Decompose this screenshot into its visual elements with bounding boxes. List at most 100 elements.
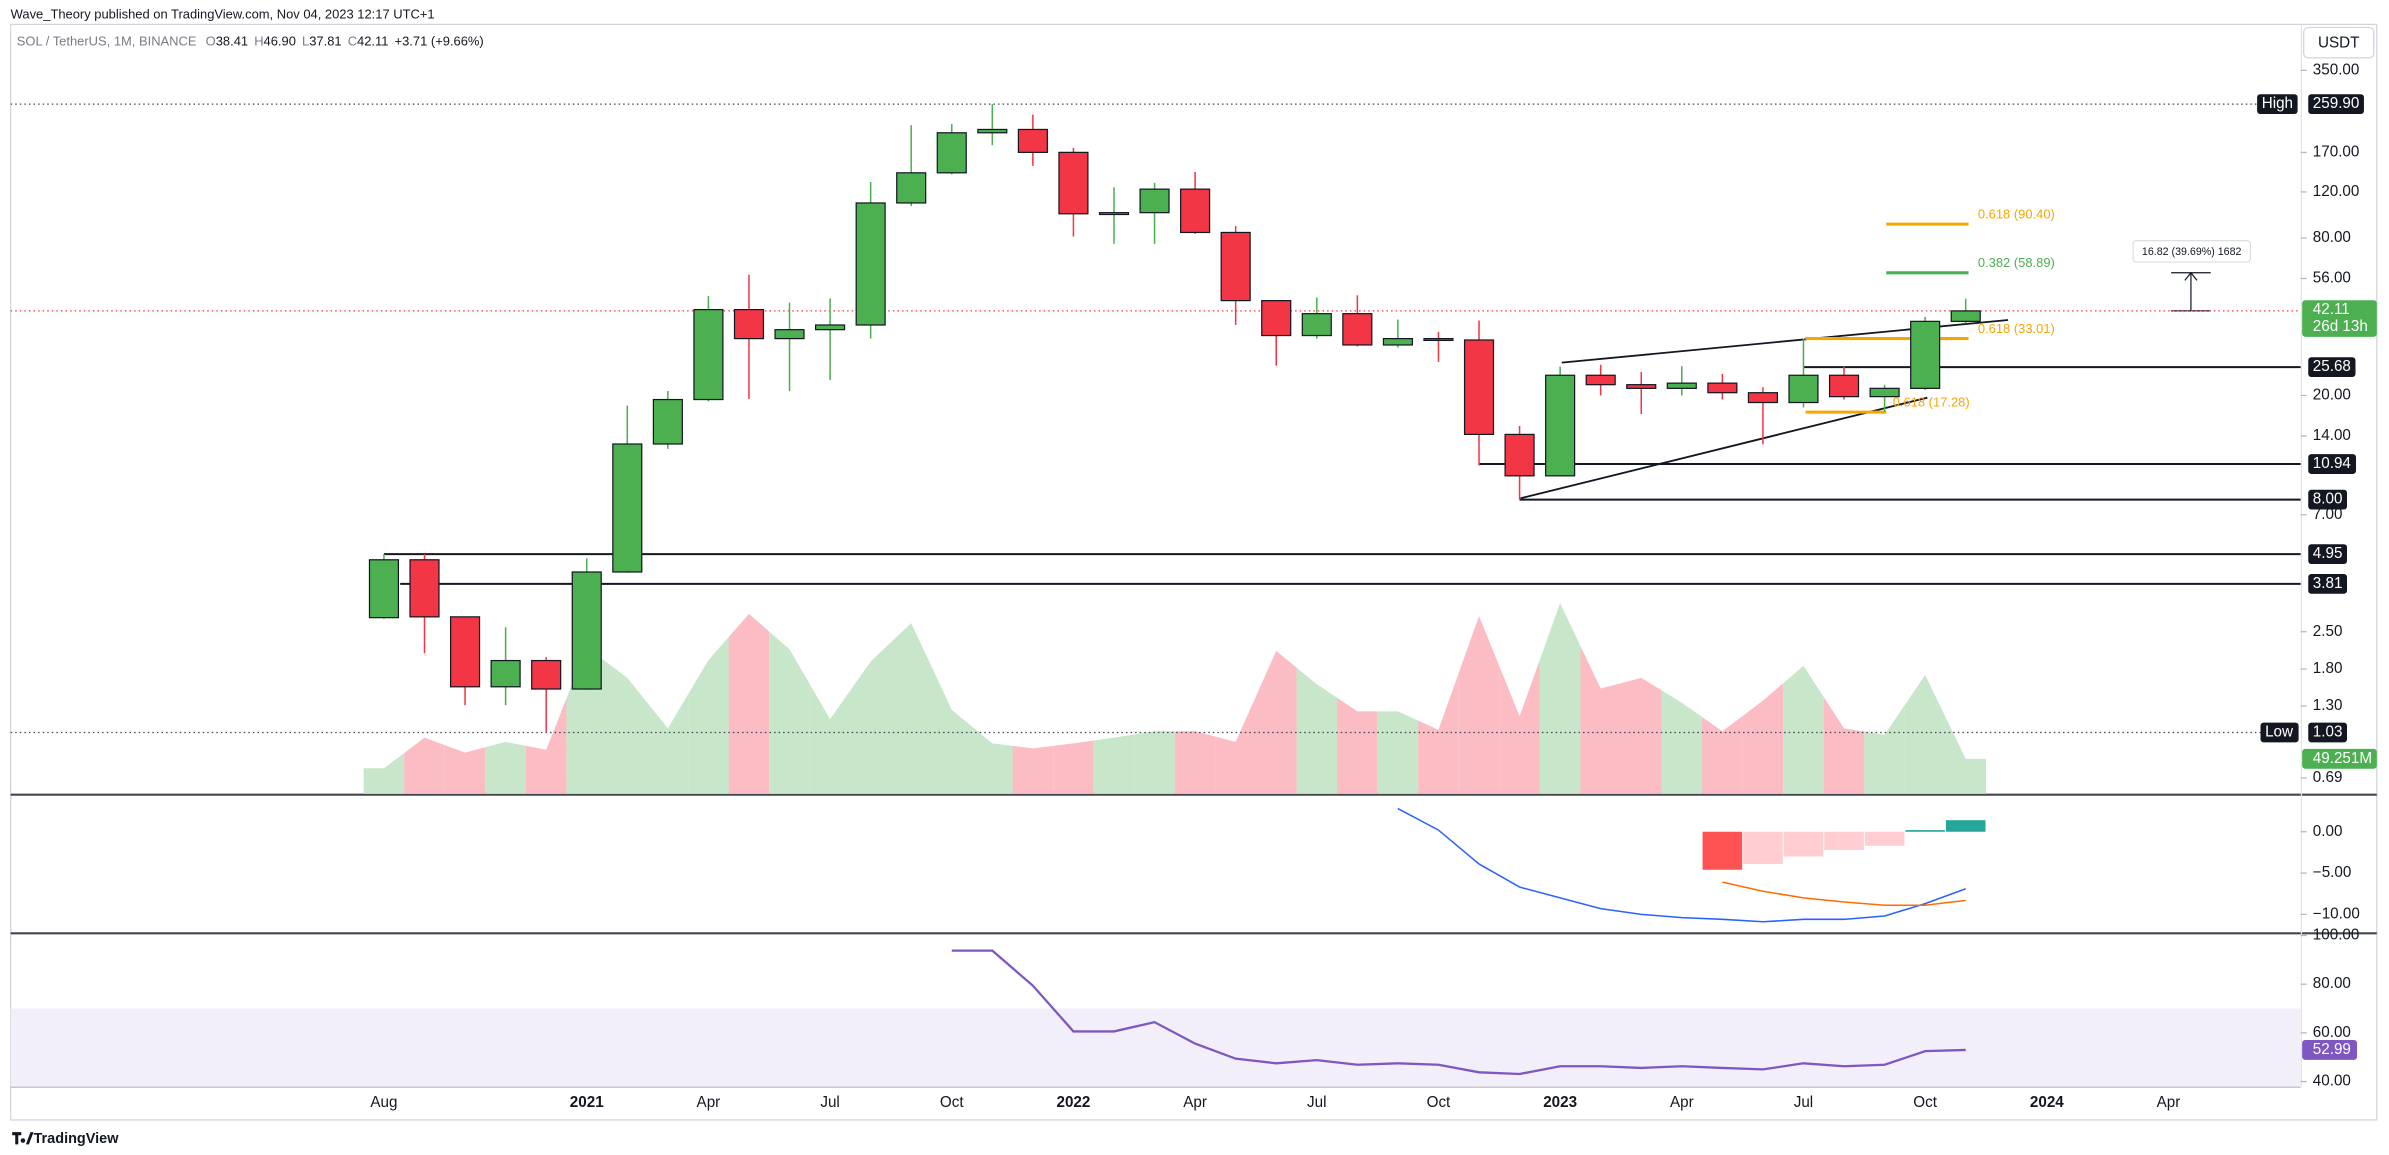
candle-body — [1139, 188, 1170, 214]
macd-line — [1722, 881, 1966, 907]
countdown-label: 26d 13h — [2313, 318, 2368, 335]
y-tick-label: 170.00 — [2313, 143, 2360, 160]
last-price-label: 42.11 — [2313, 301, 2350, 318]
volume-area — [1377, 711, 1419, 794]
candle-body — [1707, 382, 1738, 394]
ohlc-value: 46.90 — [264, 34, 296, 49]
macd-histogram-bar — [1783, 831, 1824, 857]
candle-body — [1869, 387, 1900, 398]
volume-area — [1337, 697, 1378, 794]
currency-label[interactable]: USDT — [2318, 34, 2359, 51]
currency-button[interactable] — [2303, 26, 2375, 59]
x-tick-label: Apr — [1670, 1094, 1694, 1111]
ohlc-value: 42.11 — [357, 34, 388, 49]
volume-area — [1458, 615, 1500, 794]
candle-body — [1220, 231, 1251, 302]
candle-body — [1098, 212, 1130, 216]
volume-area — [1742, 683, 1784, 794]
rsi-band — [10, 1008, 2301, 1087]
y-tick-label: 1.30 — [2313, 697, 2343, 714]
macd-histogram-bar — [1824, 831, 1864, 850]
brand: TradingView — [34, 1131, 120, 1147]
rsi-value-label: 52.99 — [2313, 1041, 2351, 1058]
volume-area — [363, 752, 405, 794]
fib-label: 0.382 (58.89) — [1978, 255, 2055, 270]
candle-body — [612, 443, 643, 573]
y-tick-label: 350.00 — [2313, 61, 2360, 78]
ohlc-key: L — [302, 34, 309, 49]
volume-area — [1823, 697, 1865, 794]
macd-histogram-bar — [1743, 831, 1783, 864]
volume-area — [485, 741, 526, 794]
volume-area — [850, 642, 891, 794]
candle-body — [1017, 128, 1048, 153]
macd-histogram-bar — [1864, 831, 1905, 846]
y-tick-label: −10.00 — [2313, 905, 2360, 922]
volume-label: 49.251M — [2313, 750, 2372, 767]
x-tick-label: Oct — [1427, 1094, 1451, 1111]
published-line: Wave_Theory published on TradingView.com… — [11, 7, 435, 22]
fib-label: 0.618 (17.28) — [1893, 394, 1970, 409]
x-tick-label: Oct — [940, 1094, 964, 1111]
volume-area — [688, 636, 729, 794]
x-tick-label: Jul — [820, 1094, 839, 1111]
high-tag-box — [2257, 94, 2298, 115]
volume-area — [931, 666, 973, 794]
candle-body — [936, 132, 967, 174]
candle-body — [977, 128, 1008, 134]
y-tick-label: 100.00 — [2313, 927, 2360, 944]
low-value: 1.03 — [2313, 723, 2343, 740]
candle-body — [1666, 382, 1697, 389]
candle-body — [1301, 313, 1332, 337]
candle-body — [1950, 310, 1981, 322]
volume-area — [769, 631, 810, 794]
volume-area — [1296, 667, 1338, 794]
volume-area — [809, 684, 851, 794]
measure-tool: 16.82 (39.69%) 1682 — [2132, 240, 2251, 312]
y-tick-label: 80.00 — [2313, 975, 2351, 992]
candle-body — [449, 616, 481, 688]
macd-histogram-bar — [1905, 830, 1945, 832]
y-tick-label: 7.00 — [2313, 506, 2343, 523]
ohlc-key: C — [348, 34, 357, 49]
y-tick-label: 14.00 — [2313, 427, 2351, 444]
candle-body — [1626, 384, 1657, 389]
volume-area — [1702, 715, 1743, 794]
volume-area — [525, 698, 567, 794]
macd-line — [1397, 807, 1966, 923]
low-tag-box — [2260, 722, 2299, 743]
last-price-box — [2302, 300, 2377, 337]
y-tick-label: 40.00 — [2313, 1073, 2351, 1090]
volume-area — [1864, 704, 1905, 794]
candle-body — [896, 172, 927, 204]
measure-label: 16.82 (39.69%) 1682 — [2142, 246, 2242, 258]
y-tick-label: 20.00 — [2313, 387, 2351, 404]
volume-area — [1499, 659, 1540, 794]
candle-body — [855, 202, 886, 326]
candle-body — [571, 571, 602, 690]
fib-label: 0.618 (90.40) — [1978, 206, 2055, 221]
volume-area — [890, 623, 932, 794]
low-value-box — [2308, 722, 2348, 743]
y-tick-label: 0.00 — [2313, 823, 2343, 840]
candle-body — [815, 324, 846, 331]
candle-body — [693, 308, 724, 401]
volume-area — [1093, 734, 1135, 794]
ohlc-value: 37.81 — [309, 34, 341, 49]
high-value: 259.90 — [2313, 95, 2360, 112]
level-label: 3.81 — [2313, 575, 2343, 592]
candle-body — [652, 398, 683, 445]
level-label-box — [2308, 454, 2357, 474]
volume-area — [607, 662, 648, 794]
volume-area — [1539, 603, 1581, 794]
x-tick-label: Aug — [370, 1094, 397, 1111]
ohlc-value: 38.41 — [216, 34, 248, 49]
level-label-box — [2308, 573, 2348, 594]
candle-body — [368, 559, 400, 619]
volume-area — [444, 745, 486, 794]
candle-body — [1261, 300, 1292, 337]
change: +3.71 (+9.66%) — [395, 34, 484, 49]
y-tick-label: 56.00 — [2313, 270, 2351, 287]
macd-histogram-bar — [1945, 820, 1986, 832]
